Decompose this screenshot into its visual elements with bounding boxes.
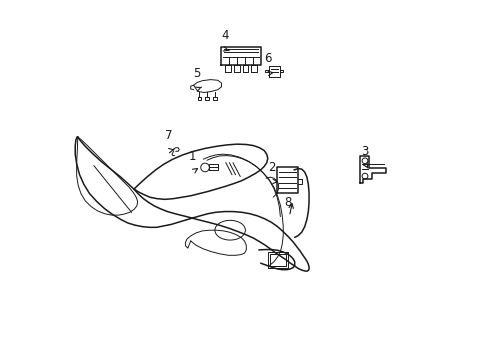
Text: 5: 5 <box>193 67 201 80</box>
Text: 8: 8 <box>283 196 291 209</box>
Text: 1: 1 <box>188 150 196 163</box>
Text: 6: 6 <box>264 52 271 65</box>
Text: 7: 7 <box>165 129 173 142</box>
Text: 4: 4 <box>221 29 228 42</box>
Text: 2: 2 <box>267 161 275 174</box>
Text: 3: 3 <box>360 145 367 158</box>
